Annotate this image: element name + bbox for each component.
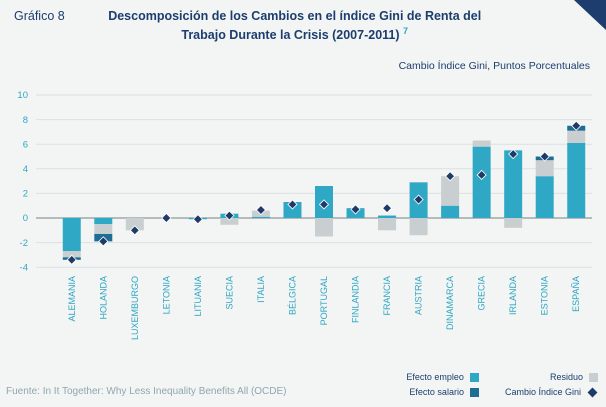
svg-text:10: 10 bbox=[17, 90, 28, 101]
chart-legend: Efecto empleo Residuo Efecto salario Cam… bbox=[406, 372, 598, 397]
footnote-marker: 7 bbox=[403, 25, 409, 36]
title-line1: Descomposición de los Cambios en el índi… bbox=[108, 9, 482, 23]
legend-item-residuo: Residuo bbox=[550, 372, 598, 382]
svg-text:GRECIA: GRECIA bbox=[477, 276, 487, 311]
svg-text:PORTUGAL: PORTUGAL bbox=[319, 276, 329, 325]
svg-text:0: 0 bbox=[23, 213, 28, 224]
legend-item-efecto-empleo: Efecto empleo bbox=[406, 372, 479, 382]
legend-label-residuo: Residuo bbox=[549, 372, 583, 382]
legend-label-cambio-indice-gini: Cambio Índice Gini bbox=[504, 387, 581, 397]
svg-text:IRLANDA: IRLANDA bbox=[508, 276, 518, 315]
legend-diamond-icon bbox=[587, 387, 598, 397]
legend-item-efecto-salario: Efecto salario bbox=[409, 387, 479, 397]
svg-text:ESTONIA: ESTONIA bbox=[540, 276, 550, 315]
legend-label-efecto-salario: Efecto salario bbox=[409, 387, 464, 397]
legend-label-efecto-empleo: Efecto empleo bbox=[406, 372, 464, 382]
figure-label: Gráfico 8 bbox=[14, 9, 65, 23]
svg-text:-2: -2 bbox=[20, 238, 28, 249]
svg-text:-4: -4 bbox=[20, 262, 28, 273]
svg-text:LUXEMBURGO: LUXEMBURGO bbox=[130, 276, 140, 340]
svg-text:LETONIA: LETONIA bbox=[161, 276, 171, 314]
svg-text:BÉLGICA: BÉLGICA bbox=[287, 276, 297, 315]
chart-title: Descomposición de los Cambios en el índi… bbox=[75, 8, 515, 44]
svg-text:LITUANIA: LITUANIA bbox=[193, 276, 203, 317]
corner-triangle-decoration bbox=[574, 0, 606, 30]
svg-text:FRANCIA: FRANCIA bbox=[382, 276, 392, 316]
svg-text:AUSTRIA: AUSTRIA bbox=[414, 276, 424, 315]
source-note: Fuente: In It Together: Why Less Inequal… bbox=[6, 386, 287, 397]
svg-text:ITALIA: ITALIA bbox=[256, 276, 266, 303]
svg-text:FINLANDIA: FINLANDIA bbox=[351, 276, 361, 323]
title-line2: Trabajo Durante la Crisis (2007-2011) bbox=[181, 28, 400, 43]
svg-text:8: 8 bbox=[23, 115, 28, 126]
svg-text:2: 2 bbox=[23, 189, 28, 200]
svg-text:DINAMARCA: DINAMARCA bbox=[445, 276, 455, 330]
legend-item-cambio-indice-gini: Cambio Índice Gini bbox=[505, 387, 598, 397]
legend-chip-empleo bbox=[469, 372, 479, 382]
svg-text:HOLANDA: HOLANDA bbox=[98, 276, 108, 320]
chart-header: Gráfico 8 Descomposición de los Cambios … bbox=[14, 8, 515, 44]
svg-text:6: 6 bbox=[23, 139, 28, 150]
legend-chip-salario bbox=[469, 387, 479, 397]
gini-decomposition-chart: 10 8 6 4 2 0 -2 -4 ALEMANIA HOLANDA LUXEMBURGO LETO… bbox=[17, 90, 592, 340]
svg-text:ESPAÑA: ESPAÑA bbox=[571, 276, 581, 312]
svg-text:SUECIA: SUECIA bbox=[224, 276, 234, 310]
svg-text:4: 4 bbox=[23, 164, 28, 175]
legend-chip-residuo bbox=[589, 372, 598, 382]
svg-text:ALEMANIA: ALEMANIA bbox=[67, 276, 77, 322]
axis-unit-label: Cambio Índice Gini, Puntos Porcentuales bbox=[398, 60, 590, 72]
